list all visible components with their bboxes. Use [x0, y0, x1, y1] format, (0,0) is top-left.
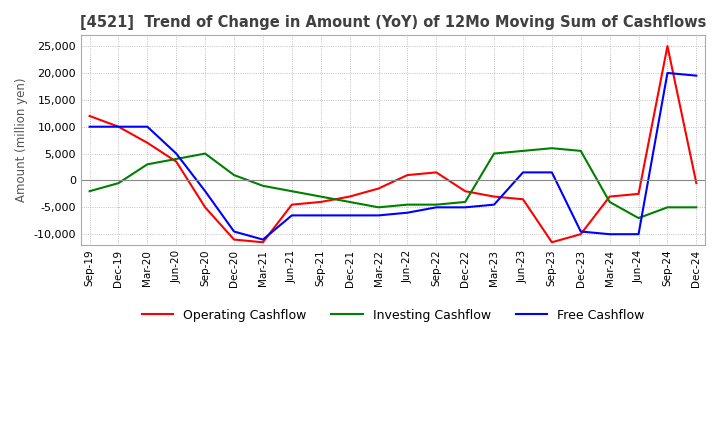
Investing Cashflow [374, 205, 383, 210]
Free Cashflow [230, 229, 238, 234]
Free Cashflow [403, 210, 412, 215]
Free Cashflow [346, 213, 354, 218]
Investing Cashflow [230, 172, 238, 178]
Investing Cashflow [518, 148, 527, 154]
Operating Cashflow [606, 194, 614, 199]
Investing Cashflow [490, 151, 498, 156]
Investing Cashflow [258, 183, 267, 188]
Investing Cashflow [201, 151, 210, 156]
Investing Cashflow [606, 199, 614, 205]
Free Cashflow [663, 70, 672, 76]
Free Cashflow [201, 189, 210, 194]
Operating Cashflow [172, 159, 181, 164]
Operating Cashflow [287, 202, 296, 207]
Investing Cashflow [346, 199, 354, 205]
Investing Cashflow [577, 148, 585, 154]
Line: Investing Cashflow: Investing Cashflow [89, 148, 696, 218]
Investing Cashflow [114, 180, 123, 186]
Investing Cashflow [432, 202, 441, 207]
Free Cashflow [143, 124, 152, 129]
Free Cashflow [316, 213, 325, 218]
Investing Cashflow [692, 205, 701, 210]
Free Cashflow [114, 124, 123, 129]
Free Cashflow [374, 213, 383, 218]
Free Cashflow [606, 231, 614, 237]
Line: Operating Cashflow: Operating Cashflow [89, 46, 696, 242]
Free Cashflow [85, 124, 94, 129]
Operating Cashflow [692, 180, 701, 186]
Operating Cashflow [547, 240, 556, 245]
Operating Cashflow [461, 189, 469, 194]
Free Cashflow [461, 205, 469, 210]
Free Cashflow [692, 73, 701, 78]
Operating Cashflow [114, 124, 123, 129]
Investing Cashflow [287, 189, 296, 194]
Investing Cashflow [316, 194, 325, 199]
Free Cashflow [172, 151, 181, 156]
Operating Cashflow [346, 194, 354, 199]
Free Cashflow [432, 205, 441, 210]
Investing Cashflow [403, 202, 412, 207]
Operating Cashflow [201, 205, 210, 210]
Operating Cashflow [490, 194, 498, 199]
Operating Cashflow [518, 197, 527, 202]
Operating Cashflow [403, 172, 412, 178]
Legend: Operating Cashflow, Investing Cashflow, Free Cashflow: Operating Cashflow, Investing Cashflow, … [137, 304, 649, 327]
Operating Cashflow [230, 237, 238, 242]
Investing Cashflow [663, 205, 672, 210]
Operating Cashflow [634, 191, 643, 197]
Free Cashflow [577, 229, 585, 234]
Investing Cashflow [461, 199, 469, 205]
Free Cashflow [258, 237, 267, 242]
Free Cashflow [490, 202, 498, 207]
Line: Free Cashflow: Free Cashflow [89, 73, 696, 239]
Operating Cashflow [258, 240, 267, 245]
Operating Cashflow [85, 114, 94, 119]
Y-axis label: Amount (million yen): Amount (million yen) [15, 78, 28, 202]
Investing Cashflow [547, 146, 556, 151]
Free Cashflow [634, 231, 643, 237]
Free Cashflow [518, 170, 527, 175]
Free Cashflow [287, 213, 296, 218]
Investing Cashflow [143, 161, 152, 167]
Operating Cashflow [663, 44, 672, 49]
Investing Cashflow [85, 189, 94, 194]
Operating Cashflow [577, 231, 585, 237]
Free Cashflow [547, 170, 556, 175]
Operating Cashflow [143, 140, 152, 146]
Operating Cashflow [432, 170, 441, 175]
Investing Cashflow [172, 156, 181, 161]
Operating Cashflow [316, 199, 325, 205]
Investing Cashflow [634, 216, 643, 221]
Operating Cashflow [374, 186, 383, 191]
Title: [4521]  Trend of Change in Amount (YoY) of 12Mo Moving Sum of Cashflows: [4521] Trend of Change in Amount (YoY) o… [80, 15, 706, 30]
